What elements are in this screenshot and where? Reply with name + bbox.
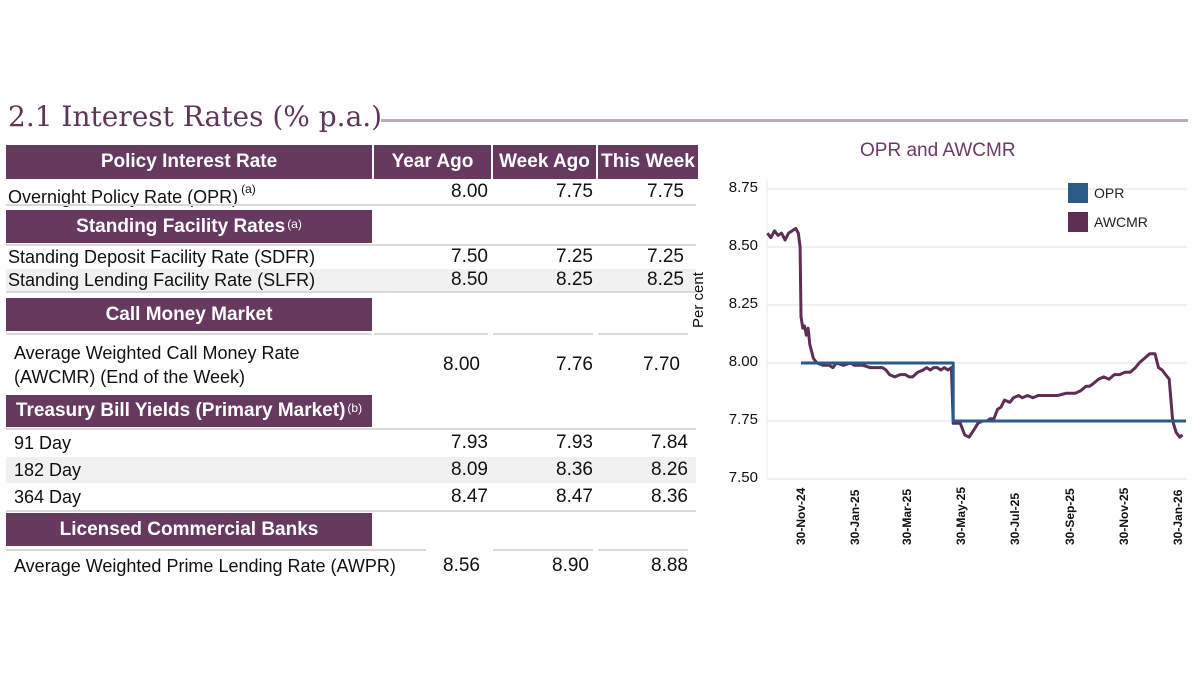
this-week-value: 8.25 xyxy=(647,269,684,290)
table-header-row: Policy Interest Rate Year Ago Week Ago T… xyxy=(6,145,698,179)
x-tick-label: 30-Nov-25 xyxy=(1117,487,1132,545)
legend-swatch-opr xyxy=(1068,183,1088,203)
section-header-treasury-bill-yields: Treasury Bill Yields (Primary Market) (b) xyxy=(6,395,372,427)
row-shading xyxy=(6,457,696,483)
y-axis-label: Per cent xyxy=(690,272,707,328)
week-ago-value: 7.93 xyxy=(556,432,593,453)
table-row: Average Weighted Call Money Rate (AWCMR)… xyxy=(6,339,698,391)
y-tick-label: 8.00 xyxy=(728,353,758,370)
section-header-label: Treasury Bill Yields (Primary Market) xyxy=(15,400,346,421)
x-tick-label: 30-Jan-25 xyxy=(847,489,862,545)
year-ago-value: 7.93 xyxy=(451,432,488,453)
row-divider xyxy=(493,549,593,551)
column-header-year-ago: Year Ago xyxy=(374,145,491,179)
table-row: 182 Day 8.09 8.36 8.26 xyxy=(6,457,698,483)
this-week-value: 7.75 xyxy=(647,181,684,202)
row-shading xyxy=(6,269,696,291)
this-week-value: 7.70 xyxy=(643,354,680,375)
year-ago-value: 8.47 xyxy=(451,486,488,507)
opr-series-line xyxy=(801,361,1186,423)
table-row: Overnight Policy Rate (OPR) (a) 8.00 7.75… xyxy=(6,180,698,207)
this-week-value: 8.36 xyxy=(651,486,688,507)
legend-label-awcmr: AWCMR xyxy=(1094,214,1148,230)
row-divider xyxy=(598,333,688,335)
table-row: Standing Lending Facility Rate (SLFR) 8.… xyxy=(6,268,698,292)
column-header-week-ago: Week Ago xyxy=(493,145,596,179)
row-label: Standing Deposit Facility Rate (SDFR) xyxy=(8,247,316,267)
row-divider xyxy=(6,244,696,246)
week-ago-value: 7.25 xyxy=(556,246,593,267)
row-divider xyxy=(6,510,696,512)
year-ago-value: 8.00 xyxy=(443,354,480,375)
y-tick-label: 8.25 xyxy=(728,295,758,312)
y-tick-label: 7.50 xyxy=(728,469,758,486)
this-week-value: 8.88 xyxy=(651,555,688,576)
x-tick-label: 30-Jan-26 xyxy=(1171,489,1185,545)
section-header-call-money-market: Call Money Market xyxy=(6,298,372,331)
row-divider xyxy=(6,333,372,335)
y-tick-label: 8.75 xyxy=(728,179,758,196)
row-label: 364 Day xyxy=(14,487,82,507)
week-ago-value: 8.47 xyxy=(556,486,593,507)
y-tick-label: 7.75 xyxy=(728,411,758,428)
row-divider xyxy=(493,333,593,335)
year-ago-value: 8.00 xyxy=(451,181,488,202)
row-divider xyxy=(6,291,696,293)
week-ago-value: 8.36 xyxy=(556,459,593,480)
x-tick-label: 30-Nov-24 xyxy=(794,487,808,545)
footnote-marker: (b) xyxy=(347,401,363,415)
x-tick-label: 30-Sep-25 xyxy=(1063,488,1078,545)
this-week-value: 7.25 xyxy=(647,246,684,267)
section-standing-facility-rates: Standing Facility Rates (a) xyxy=(6,210,698,243)
row-label: Average Weighted Prime Lending Rate (AWP… xyxy=(14,556,396,576)
column-header-this-week: This Week xyxy=(598,145,698,179)
chart-title: OPR and AWCMR xyxy=(860,140,1016,161)
table-row: Average Weighted Prime Lending Rate (AWP… xyxy=(6,553,698,579)
footnote-marker: (a) xyxy=(241,182,256,196)
this-week-value: 7.84 xyxy=(651,432,688,453)
row-label-line-2: (AWCMR) (End of the Week) xyxy=(14,367,246,387)
row-divider xyxy=(6,204,696,206)
x-tick-label: 30-Jul-25 xyxy=(1008,492,1023,545)
section-header-policy-interest-rate: Policy Interest Rate xyxy=(6,145,372,179)
table-row: Standing Deposit Facility Rate (SDFR) 7.… xyxy=(6,245,698,269)
row-divider xyxy=(374,333,488,335)
row-divider xyxy=(6,549,426,551)
row-divider xyxy=(6,428,696,430)
this-week-value: 8.26 xyxy=(651,459,688,480)
x-tick-label: 30-Mar-25 xyxy=(900,488,915,545)
row-label: 182 Day xyxy=(14,460,82,480)
legend-label-opr: OPR xyxy=(1094,185,1125,201)
year-ago-value: 8.50 xyxy=(451,269,488,290)
section-header-label: Standing Facility Rates xyxy=(76,215,286,237)
row-label: 91 Day xyxy=(14,433,72,453)
year-ago-value: 8.56 xyxy=(443,555,480,576)
row-divider xyxy=(598,549,688,551)
table-row: 91 Day 7.93 7.93 7.84 xyxy=(6,430,698,456)
week-ago-value: 8.90 xyxy=(552,555,589,576)
table-row: 364 Day 8.47 8.47 8.36 xyxy=(6,484,698,510)
week-ago-value: 8.25 xyxy=(556,269,593,290)
footnote-marker: (a) xyxy=(287,216,302,231)
year-ago-value: 8.09 xyxy=(451,459,488,480)
year-ago-value: 7.50 xyxy=(451,246,488,267)
week-ago-value: 7.75 xyxy=(556,181,593,202)
week-ago-value: 7.76 xyxy=(556,354,593,375)
row-label: Standing Lending Facility Rate (SLFR) xyxy=(8,270,316,290)
title-divider xyxy=(381,119,1188,122)
row-label: Overnight Policy Rate (OPR) xyxy=(8,187,239,207)
legend-swatch-awcmr xyxy=(1068,212,1088,232)
row-label-line-1: Average Weighted Call Money Rate xyxy=(14,343,300,363)
awcmr-series-line xyxy=(766,226,1184,439)
section-licensed-commercial-banks: Licensed Commercial Banks xyxy=(6,513,698,546)
y-tick-label: 8.50 xyxy=(728,237,758,254)
section-treasury-bill-yields: Treasury Bill Yields (Primary Market) (b) xyxy=(6,395,698,427)
x-tick-label: 30-May-25 xyxy=(954,486,969,545)
section-header-standing-facility-rates: Standing Facility Rates (a) xyxy=(6,210,372,243)
section-header-licensed-commercial-banks: Licensed Commercial Banks xyxy=(6,513,372,546)
page-title: 2.1 Interest Rates (% p.a.) xyxy=(8,100,383,133)
section-call-money-market: Call Money Market xyxy=(6,298,698,331)
